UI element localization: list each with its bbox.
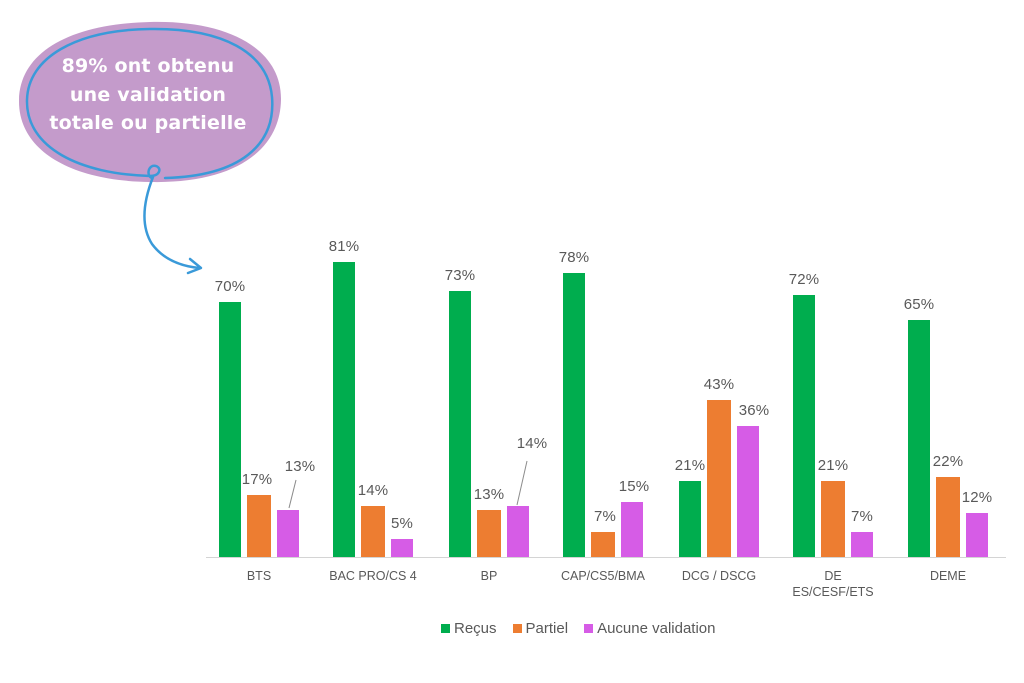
data-label: 72% [788,270,820,288]
data-label: 22% [932,452,964,470]
bar-reçus [219,302,241,557]
data-label: 12% [961,489,993,507]
data-label: 14% [357,482,389,500]
data-label: 73% [444,267,476,285]
data-label: 7% [593,507,617,525]
bar-partiel [361,506,385,557]
bar-reçus [449,291,471,557]
bar-aucune-validation [277,509,299,557]
data-label: 7% [850,507,874,525]
bar-partiel [477,509,501,557]
category-label: BAC PRO/CS 4 [329,569,417,583]
data-label: 21% [674,456,706,474]
legend-swatch-recus [441,624,450,633]
data-label: 13% [473,485,505,503]
bar-partiel [707,400,731,557]
category-label: DCG / DSCG [681,569,757,583]
data-label: 43% [703,376,735,394]
bar-reçus [563,273,585,557]
data-label: 21% [817,456,849,474]
bar-aucune-validation [391,538,413,557]
data-label: 17% [241,471,273,489]
legend-item-recus: Reçus [441,620,497,637]
legend-item-partiel: Partiel [512,620,569,637]
data-label: 70% [214,278,246,296]
data-label: 14% [516,435,548,453]
bar-reçus [793,294,815,557]
bar-partiel [936,476,960,557]
bar-aucune-validation [507,506,529,557]
bar-reçus [679,480,701,557]
data-label: 5% [390,514,414,532]
data-label: 36% [738,401,770,419]
bar-reçus [333,262,355,557]
category-label: BTS [246,569,272,583]
data-label: 78% [558,249,590,267]
callout-line-1: 89% ont obtenu [61,55,235,77]
bar-aucune-validation [966,513,988,557]
data-label: 15% [618,478,650,496]
bar-reçus [908,320,930,557]
category-label: CAP/CS5/BMA [560,569,646,583]
category-label: DEME [929,569,967,583]
legend-label-partiel: Partiel [525,620,569,637]
bar-partiel [821,480,845,557]
legend-item-aucune: Aucune validation [584,620,715,637]
bubble-shape [18,21,282,183]
category-label: DE ES/CESF/ETS [792,569,874,599]
callout-bubble [18,21,282,275]
bubble-outline [25,27,274,180]
data-label: 13% [284,457,316,475]
bar-aucune-validation [737,425,759,557]
data-label: 65% [903,296,935,314]
callout-text: 89% ont obtenu une validation totale ou … [20,52,276,138]
callout-line-3: totale ou partielle [49,112,247,134]
bar-partiel [591,531,615,557]
legend-label-aucune: Aucune validation [597,620,716,637]
legend-swatch-partiel [512,624,522,633]
legend-swatch-aucune [584,624,594,633]
x-axis [206,557,1006,558]
arrow-icon [143,175,201,270]
category-label: BP [480,569,498,583]
callout-line-2: une validation [69,83,227,106]
chart-legend: Reçus Partiel Aucune validation [441,620,731,637]
arrowhead-icon [186,257,203,275]
bar-aucune-validation [621,502,643,557]
data-label: 81% [328,238,360,256]
legend-label-recus: Reçus [454,620,497,637]
bar-aucune-validation [851,531,873,557]
bar-partiel [247,495,271,557]
